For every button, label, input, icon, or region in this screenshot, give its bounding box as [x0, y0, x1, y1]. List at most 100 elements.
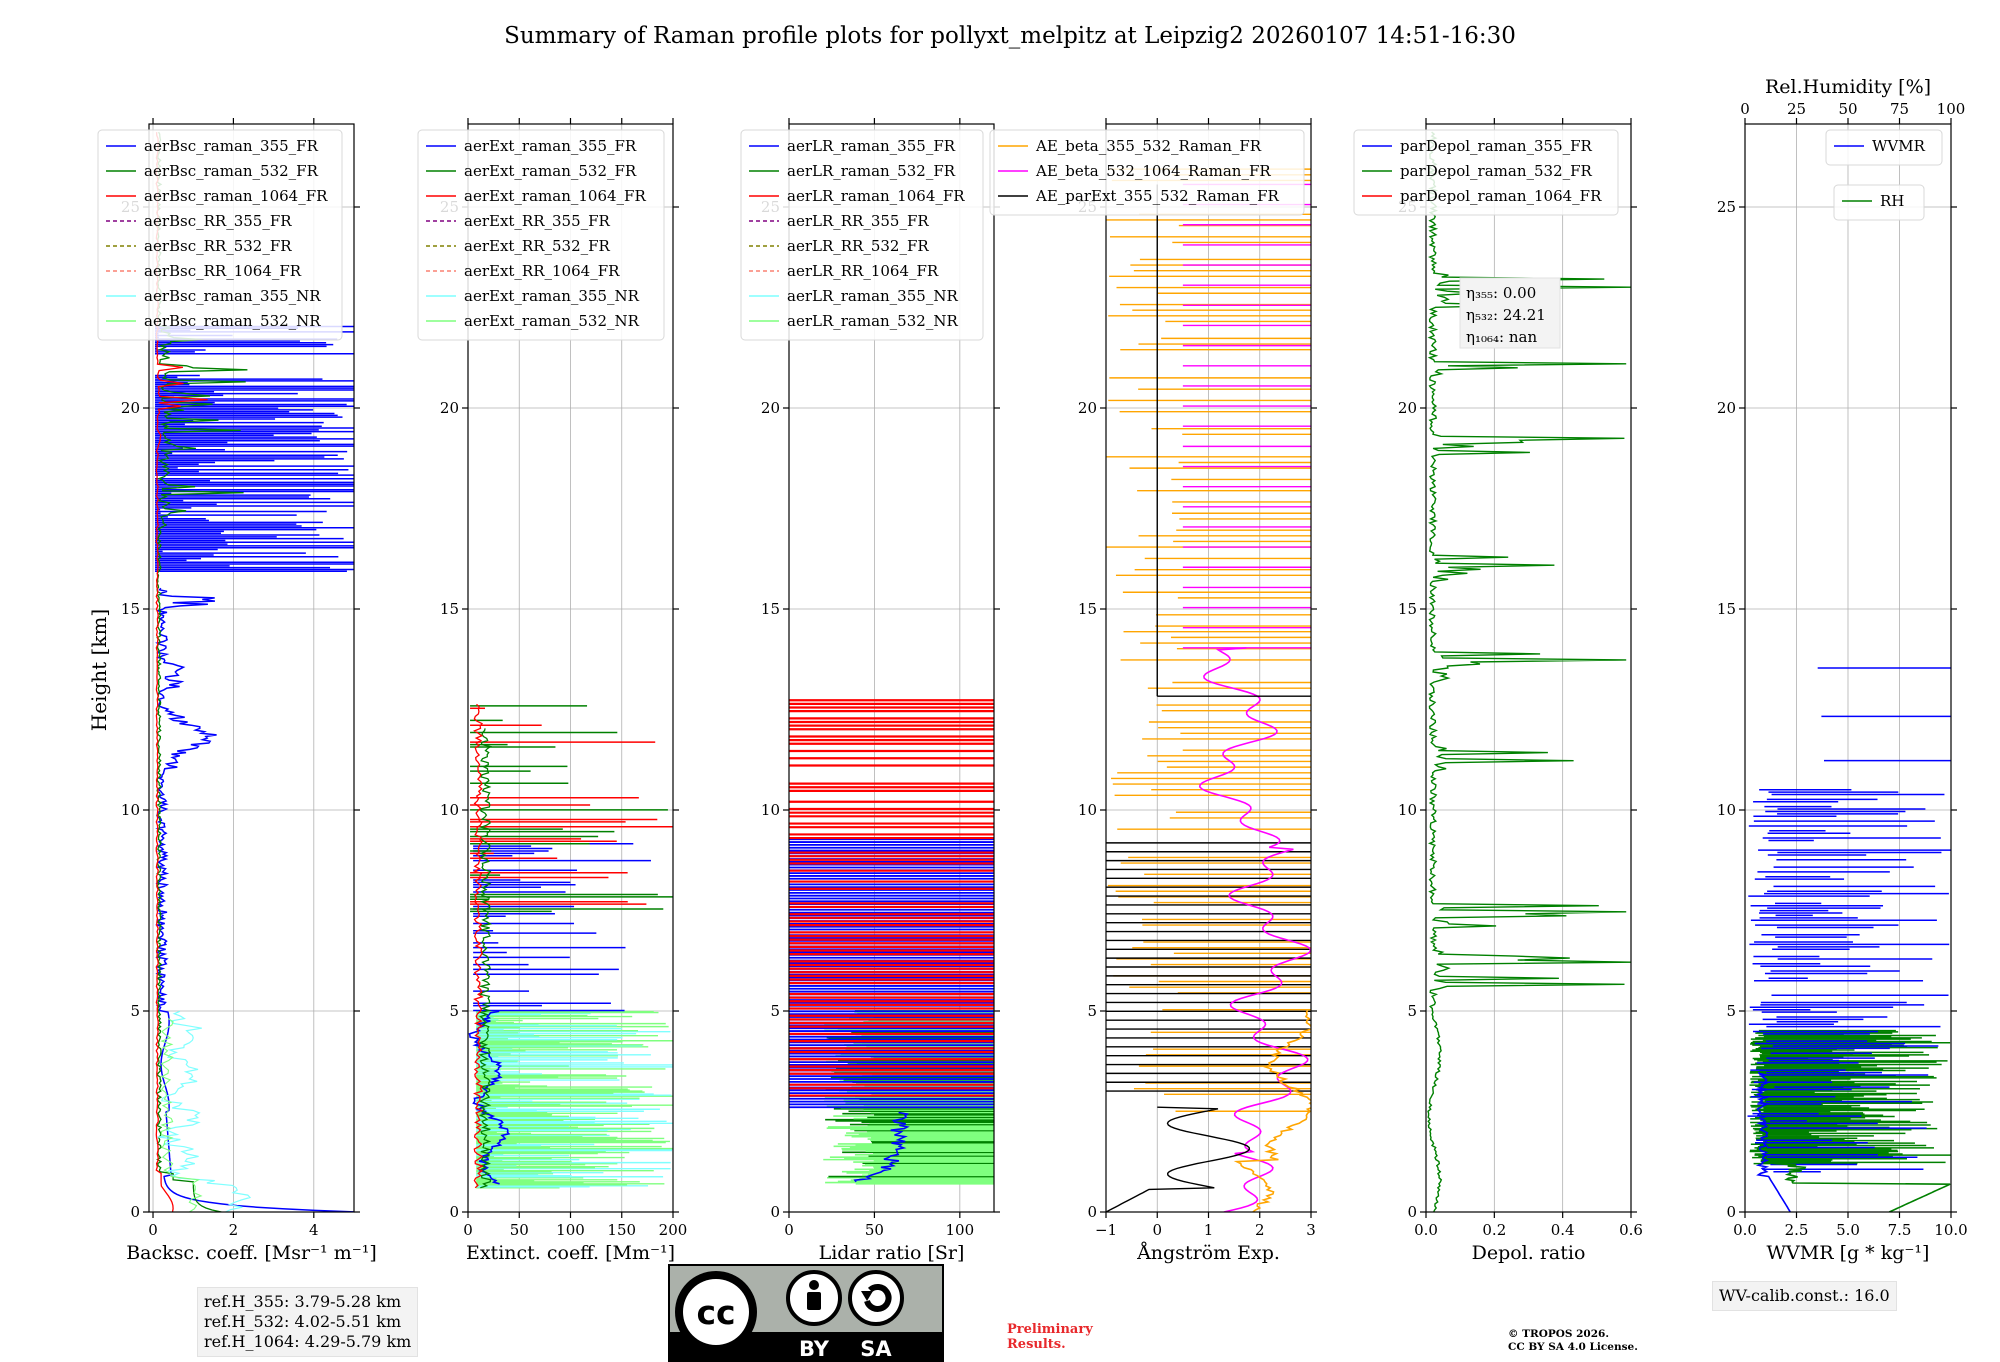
y-tick-label: 10	[1398, 801, 1417, 819]
y-tick-label: 5	[1087, 1002, 1097, 1020]
legend-entry: aerLR_RR_1064_FR	[787, 262, 939, 280]
legend-entry: aerLR_raman_1064_FR	[787, 187, 965, 205]
legend-entry: aerLR_raman_355_FR	[787, 137, 956, 155]
rh-top-tick-label: 25	[1787, 100, 1806, 118]
legend-entry: aerExt_RR_355_FR	[464, 212, 611, 230]
y-tick-label: 20	[1398, 399, 1417, 417]
figure-title: Summary of Raman profile plots for polly…	[504, 23, 1516, 49]
x-axis-label: Ångström Exp.	[1136, 1242, 1280, 1264]
legend-entry: aerExt_raman_355_FR	[464, 137, 637, 155]
x-axis-label: Extinct. coeff. [Mm⁻¹]	[466, 1242, 675, 1264]
legend-frame	[1825, 129, 1943, 166]
y-tick-label: 20	[1078, 399, 1097, 417]
rh-top-tick-label: 75	[1890, 100, 1909, 118]
legend-entry: WVMR	[1872, 137, 1926, 155]
rh-top-tick-label: 100	[1937, 100, 1966, 118]
legend-entry: RH	[1880, 192, 1904, 210]
y-tick-label: 15	[1078, 600, 1097, 618]
y-tick-label: 10	[1078, 801, 1097, 819]
x-tick-label: 0.6	[1619, 1221, 1643, 1239]
x-axis-label: Lidar ratio [Sr]	[819, 1242, 965, 1264]
legend-entry: aerLR_raman_532_FR	[787, 162, 956, 180]
series-pardepol-532	[1427, 131, 1631, 1212]
panel-backscatter: 0510152025024Backsc. coeff. [Msr⁻¹ m⁻¹]a…	[97, 118, 377, 1264]
legend-rh: RH	[1833, 184, 1925, 221]
series-wvmr	[1755, 1071, 1791, 1212]
x-tick-label: 0	[1152, 1221, 1162, 1239]
x-tick-label: 150	[607, 1221, 636, 1239]
axes-frame	[788, 123, 995, 1213]
panel-lidar-ratio: 0510152025050100Lidar ratio [Sr]aerLR_ra…	[740, 118, 1000, 1264]
y-tick-label: 10	[1717, 801, 1736, 819]
x-axis-label: WVMR [g * kg⁻¹]	[1767, 1242, 1930, 1264]
rh-top-tick-label: 0	[1740, 100, 1750, 118]
series-ae-beta-532-1064	[1198, 647, 1311, 1212]
ref-height-532: ref.H_532: 4.02-5.51 km	[204, 1312, 402, 1331]
legend-entry: aerExt_raman_1064_FR	[464, 187, 646, 205]
x-tick-label: 1	[1204, 1221, 1214, 1239]
x-axis-label: Depol. ratio	[1472, 1242, 1586, 1264]
legend-frame	[417, 129, 665, 341]
y-tick-label: 10	[440, 801, 459, 819]
legend-entry: aerExt_raman_355_NR	[464, 287, 640, 305]
x-tick-label: 0.0	[1733, 1221, 1757, 1239]
series-ext-532	[478, 728, 493, 1189]
copyright-note: © TROPOS 2026. CC BY SA 4.0 License.	[1508, 1328, 1638, 1354]
series-rh	[1766, 1159, 1951, 1212]
y-tick-label: 5	[1407, 1002, 1417, 1020]
x-tick-label: 2.5	[1785, 1221, 1809, 1239]
y-tick-label: 15	[1398, 600, 1417, 618]
x-tick-label: 0	[148, 1221, 158, 1239]
legend-entry: aerLR_raman_532_NR	[787, 312, 958, 330]
legend-lidar-ratio: aerLR_raman_355_FR aerLR_raman_532_FR aerL…	[740, 129, 984, 341]
eta-info-box: η₃₅₅: 0.00 η₅₃₂: 24.21 η₁₀₆₄: nan	[1459, 277, 1561, 349]
x-tick-label: 0.2	[1482, 1221, 1506, 1239]
legend-frame	[1833, 184, 1925, 221]
legend-entry: aerExt_raman_532_FR	[464, 162, 637, 180]
lidar-ratio-spikes	[789, 699, 994, 1185]
preliminary-line-1: Preliminary	[1007, 1322, 1093, 1337]
reference-height-box: ref.H_355: 3.79-5.28 km ref.H_532: 4.02-…	[197, 1287, 419, 1357]
copyright-line-1: © TROPOS 2026.	[1508, 1328, 1610, 1340]
preliminary-line-2: Results.	[1007, 1337, 1066, 1352]
x-tick-label: 3	[1306, 1221, 1316, 1239]
plot-area	[789, 699, 994, 1185]
legend-entry: aerBsc_RR_355_FR	[144, 212, 292, 230]
eta-box-bg	[1459, 277, 1561, 349]
legend-extinction: aerExt_raman_355_FR aerExt_raman_532_FRae…	[417, 129, 665, 341]
preliminary-results-note: Preliminary Results.	[1007, 1322, 1093, 1352]
y-tick-label: 5	[1726, 1002, 1736, 1020]
legend-angstrom: AE_beta_355_532_Raman_FR AE_beta_532_1064…	[989, 129, 1305, 216]
y-tick-label: 20	[761, 399, 780, 417]
y-tick-label: 20	[440, 399, 459, 417]
copyright-line-2: CC BY SA 4.0 License.	[1508, 1341, 1638, 1353]
legend-frame	[1353, 129, 1619, 216]
y-tick-label: 5	[130, 1002, 140, 1020]
series-bsc-532-nr	[160, 1018, 203, 1212]
x-tick-label: 4	[309, 1221, 319, 1239]
y-tick-label: 5	[449, 1002, 459, 1020]
x-tick-label: 100	[556, 1221, 585, 1239]
series-ext-1064	[472, 703, 484, 1189]
eta-value-0: η₃₅₅: 0.00	[1466, 284, 1536, 302]
y-tick-label: 0	[770, 1203, 780, 1221]
wvmr-spikes	[1747, 667, 1951, 1173]
legend-entry: aerBsc_RR_532_FR	[144, 237, 292, 255]
plot-area	[1106, 168, 1311, 1212]
eta-value-2: η₁₀₆₄: nan	[1466, 328, 1537, 346]
y-tick-label: 0	[449, 1203, 459, 1221]
ref-height-1064: ref.H_1064: 4.29-5.79 km	[204, 1332, 412, 1351]
rh-top-axis-label: Rel.Humidity [%]	[1765, 76, 1931, 98]
x-tick-label: 50	[865, 1221, 884, 1239]
legend-entry: aerBsc_raman_532_NR	[144, 312, 321, 330]
y-axis-label: Height [km]	[87, 609, 111, 731]
y-tick-label: 0	[1087, 1203, 1097, 1221]
y-tick-label: 0	[1726, 1203, 1736, 1221]
x-tick-label: 0	[784, 1221, 794, 1239]
series-ae-parext-355-532	[1106, 1106, 1251, 1212]
legend-entry: parDepol_raman_355_FR	[1400, 137, 1593, 155]
